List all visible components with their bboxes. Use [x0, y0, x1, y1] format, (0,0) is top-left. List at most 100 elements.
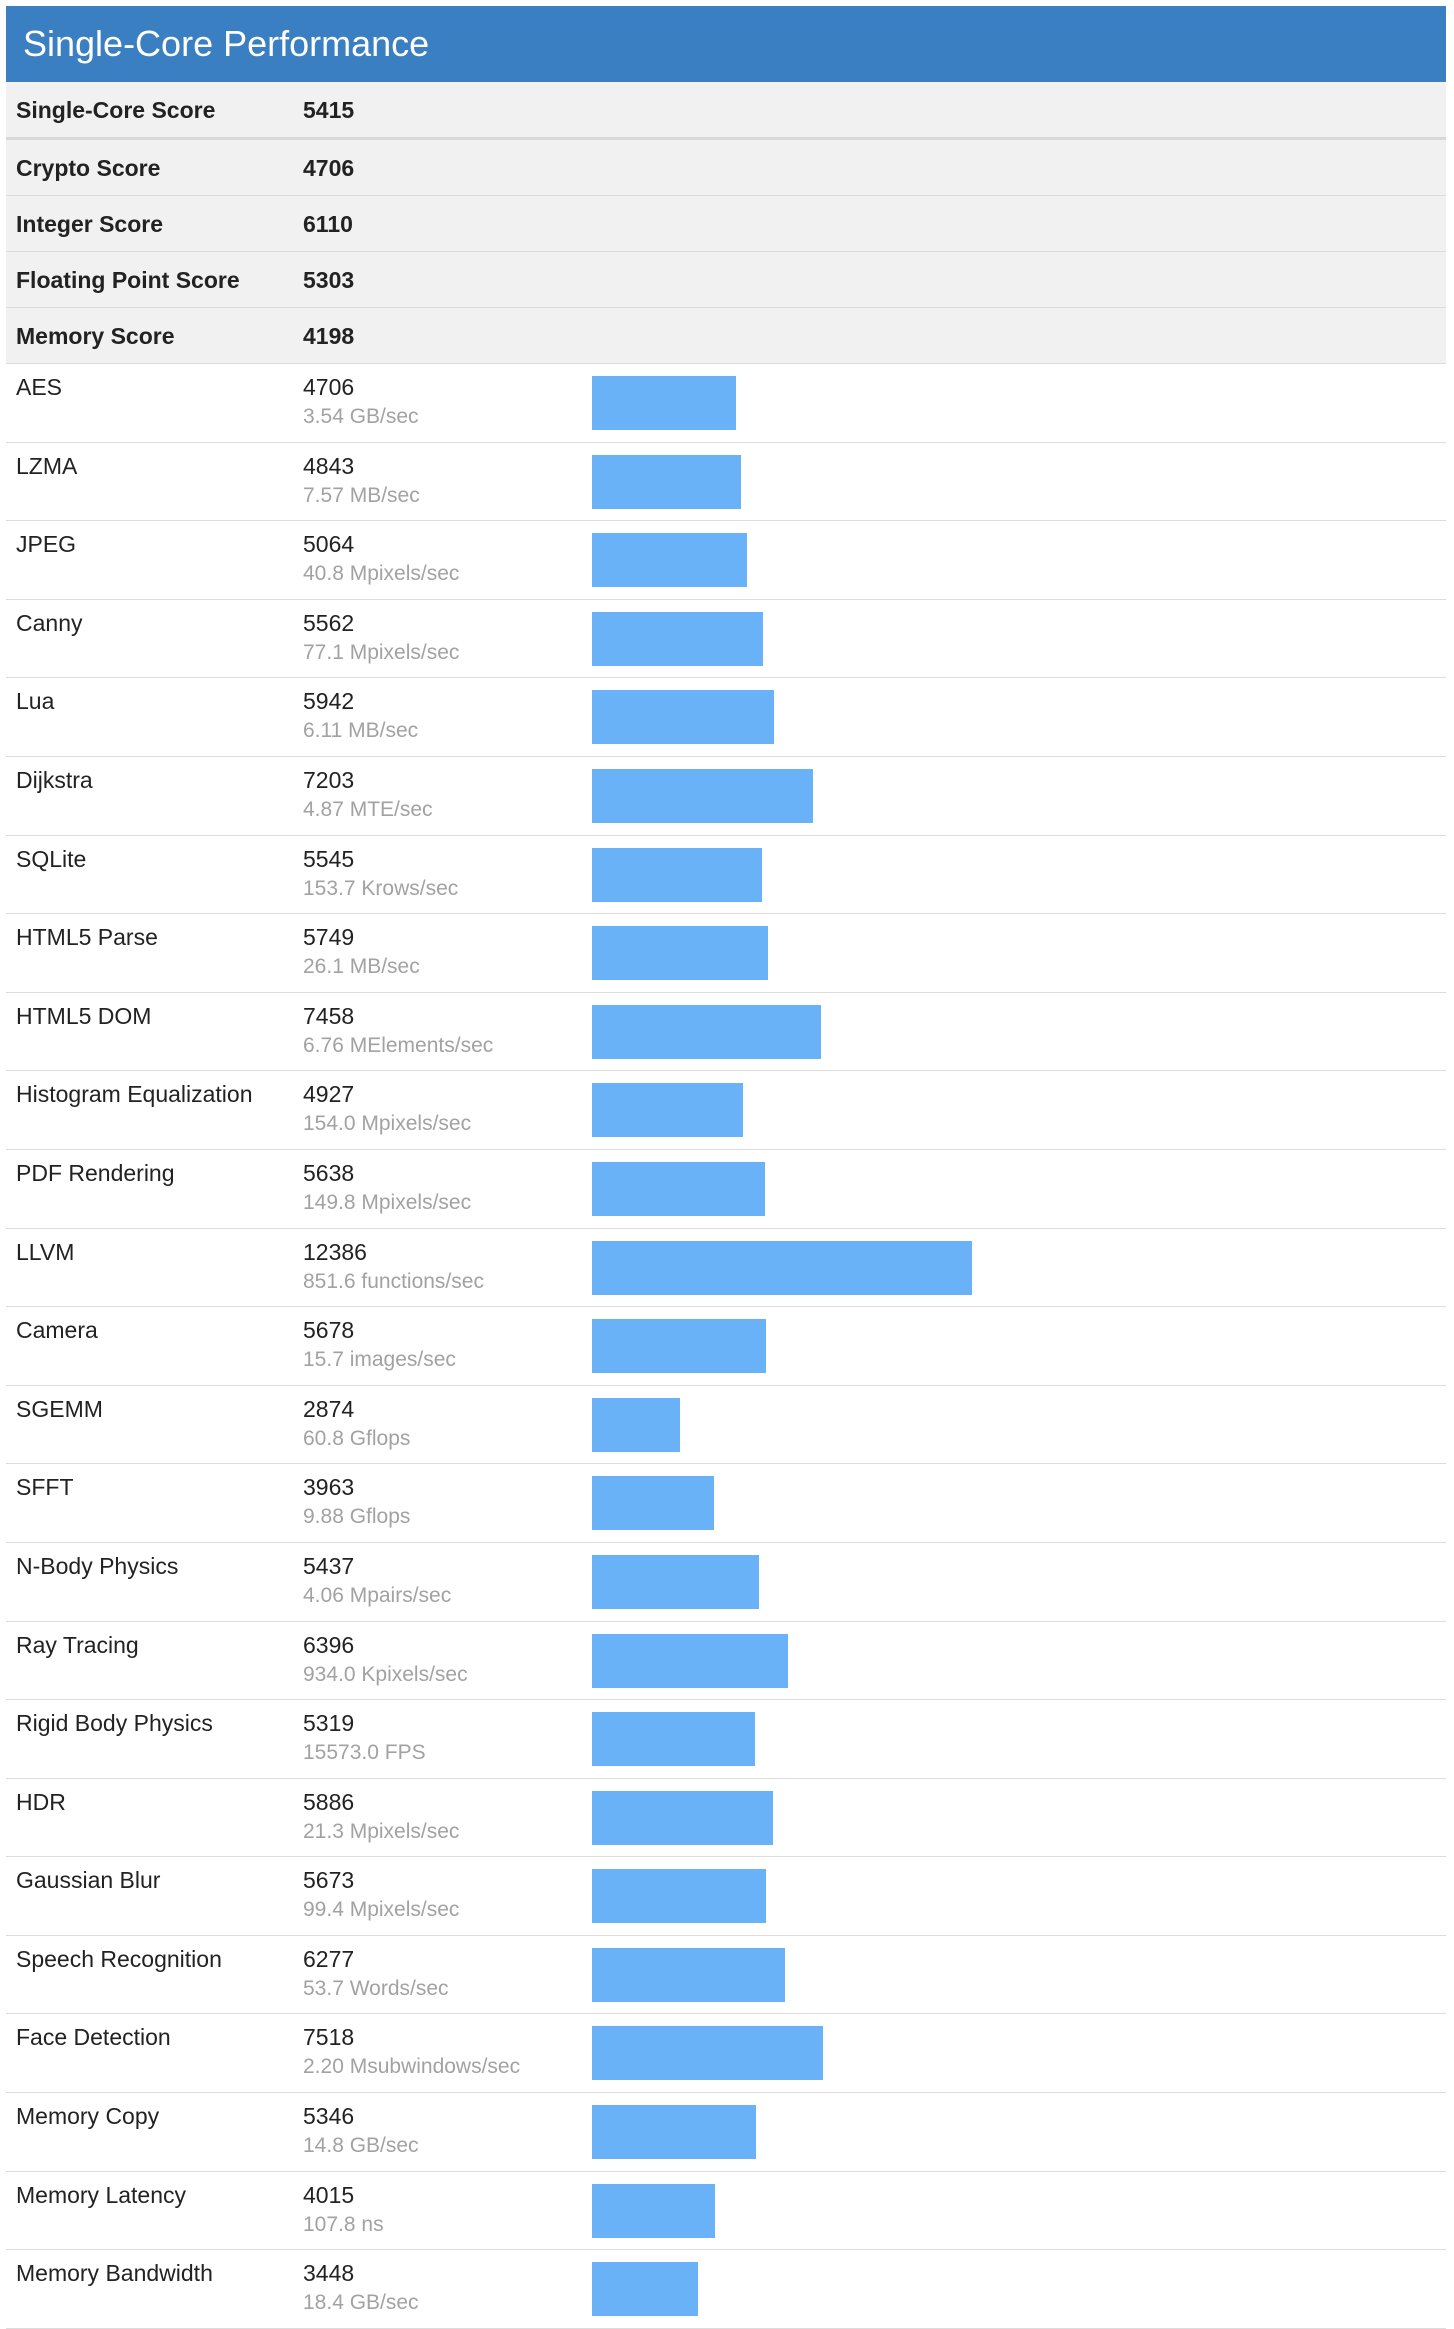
benchmark-throughput: 9.88 Gflops — [303, 1505, 411, 1529]
benchmark-score-bar — [592, 376, 736, 430]
benchmark-score: 3448 — [303, 2260, 355, 2287]
benchmark-score: 7203 — [303, 766, 355, 793]
benchmark-row: Ray Tracing 6396 934.0 Kpixels/sec — [6, 1621, 1446, 1701]
benchmark-name: Rigid Body Physics — [16, 1710, 213, 1737]
benchmark-score-bar — [592, 1083, 743, 1138]
benchmark-score-bar — [592, 2026, 823, 2081]
benchmark-throughput: 18.4 GB/sec — [303, 2291, 419, 2315]
benchmark-list: AES 4706 3.54 GB/sec LZMA 4843 7.57 MB/sec JPE… — [6, 364, 1446, 2329]
benchmark-score-bar — [592, 2262, 698, 2317]
benchmark-throughput: 149.8 Mpixels/sec — [303, 1190, 472, 1214]
benchmark-score-bar — [592, 2105, 756, 2160]
benchmark-score: 4706 — [303, 374, 355, 400]
score-row-memory: Memory Score 4198 — [6, 308, 1446, 364]
benchmark-throughput: 153.7 Krows/sec — [303, 876, 459, 900]
benchmark-score-bar — [592, 847, 762, 902]
benchmark-score-bar — [592, 2183, 715, 2238]
benchmark-row: Canny 5562 77.1 Mpixels/sec — [6, 599, 1446, 679]
score-value: 6110 — [303, 211, 353, 237]
benchmark-throughput: 99.4 Mpixels/sec — [303, 1898, 460, 1922]
benchmark-row: PDF Rendering 5638 149.8 Mpixels/sec — [6, 1149, 1446, 1229]
benchmark-name: Ray Tracing — [16, 1631, 139, 1658]
benchmark-score: 7518 — [303, 2024, 355, 2051]
benchmark-score-bar — [592, 454, 741, 509]
benchmark-name: Memory Latency — [16, 2181, 187, 2208]
benchmark-score: 6277 — [303, 1945, 355, 1972]
benchmark-throughput: 4.06 Mpairs/sec — [303, 1583, 452, 1607]
score-label: Integer Score — [16, 211, 163, 237]
benchmark-score-bar — [592, 926, 768, 981]
score-label: Crypto Score — [16, 155, 161, 181]
benchmark-score-bar — [592, 1240, 972, 1295]
benchmark-name: Canny — [16, 609, 83, 636]
benchmark-name: SGEMM — [16, 1395, 103, 1422]
benchmark-throughput: 851.6 functions/sec — [303, 1269, 484, 1293]
benchmark-name: Camera — [16, 1317, 98, 1344]
benchmark-score-bar — [592, 1869, 766, 1924]
benchmark-score: 5886 — [303, 1788, 355, 1815]
benchmark-score: 5638 — [303, 1159, 355, 1186]
benchmark-row: AES 4706 3.54 GB/sec — [6, 364, 1446, 443]
benchmark-score-bar — [592, 1554, 759, 1609]
benchmark-score: 4015 — [303, 2181, 355, 2208]
benchmark-row: Dijkstra 7203 4.87 MTE/sec — [6, 756, 1446, 836]
benchmark-row: SGEMM 2874 60.8 Gflops — [6, 1385, 1446, 1465]
benchmark-score: 5562 — [303, 609, 355, 636]
benchmark-score: 7458 — [303, 1002, 355, 1029]
benchmark-score-bar — [592, 1712, 755, 1767]
benchmark-name: HTML5 Parse — [16, 924, 158, 951]
benchmark-name: Histogram Equalization — [16, 1081, 253, 1108]
benchmark-name: PDF Rendering — [16, 1159, 175, 1186]
benchmark-row: Camera 5678 15.7 images/sec — [6, 1307, 1446, 1386]
benchmark-row: Speech Recognition 6277 53.7 Words/sec — [6, 1935, 1446, 2015]
benchmark-throughput: 107.8 ns — [303, 2212, 384, 2236]
benchmark-row: SFFT 3963 9.88 Gflops — [6, 1464, 1446, 1543]
benchmark-throughput: 7.57 MB/sec — [303, 483, 420, 507]
benchmark-row: JPEG 5064 40.8 Mpixels/sec — [6, 521, 1446, 600]
benchmark-throughput: 934.0 Kpixels/sec — [303, 1662, 468, 1686]
benchmark-row: Lua 5942 6.11 MB/sec — [6, 678, 1446, 757]
benchmark-score-bar — [592, 1161, 765, 1216]
benchmark-row: Gaussian Blur 5673 99.4 Mpixels/sec — [6, 1857, 1446, 1936]
benchmark-score: 5319 — [303, 1710, 355, 1737]
benchmark-name: Memory Copy — [16, 2103, 160, 2130]
benchmark-score-bar — [592, 533, 747, 588]
benchmark-name: SFFT — [16, 1474, 74, 1501]
benchmark-row: Memory Bandwidth 3448 18.4 GB/sec — [6, 2250, 1446, 2329]
benchmark-row: N-Body Physics 5437 4.06 Mpairs/sec — [6, 1542, 1446, 1622]
benchmark-name: SQLite — [16, 845, 87, 872]
benchmark-throughput: 60.8 Gflops — [303, 1426, 411, 1450]
score-value: 4706 — [303, 155, 355, 181]
benchmark-name: HTML5 DOM — [16, 1002, 152, 1029]
benchmark-name: HDR — [16, 1788, 66, 1815]
benchmark-name: Face Detection — [16, 2024, 171, 2051]
benchmark-name: Gaussian Blur — [16, 1867, 161, 1894]
benchmark-score-bar — [592, 1004, 821, 1059]
benchmark-row: HTML5 Parse 5749 26.1 MB/sec — [6, 914, 1446, 993]
benchmark-name: LZMA — [16, 452, 78, 479]
benchmark-throughput: 14.8 GB/sec — [303, 2134, 419, 2158]
benchmark-throughput: 15573.0 FPS — [303, 1741, 426, 1765]
benchmark-name: JPEG — [16, 531, 77, 558]
benchmark-score: 5942 — [303, 688, 355, 715]
benchmark-score-bar — [592, 1319, 766, 1374]
benchmark-score: 5064 — [303, 531, 355, 558]
score-value: 5303 — [303, 267, 355, 293]
benchmark-row: Rigid Body Physics 5319 15573.0 FPS — [6, 1700, 1446, 1779]
benchmark-row: LLVM 12386 851.6 functions/sec — [6, 1228, 1446, 1308]
benchmark-throughput: 77.1 Mpixels/sec — [303, 640, 460, 664]
benchmark-throughput: 4.87 MTE/sec — [303, 797, 433, 821]
benchmark-throughput: 6.76 MElements/sec — [303, 1033, 494, 1057]
benchmark-score: 3963 — [303, 1474, 355, 1501]
benchmark-name: Speech Recognition — [16, 1945, 222, 1972]
benchmark-throughput: 154.0 Mpixels/sec — [303, 1112, 472, 1136]
benchmark-row: Histogram Equalization 4927 154.0 Mpixels/… — [6, 1071, 1446, 1150]
benchmark-name: Dijkstra — [16, 766, 93, 793]
benchmark-score-bar — [592, 768, 813, 823]
benchmark-name: N-Body Physics — [16, 1552, 179, 1579]
benchmark-row: HTML5 DOM 7458 6.76 MElements/sec — [6, 992, 1446, 1072]
score-row-crypto: Crypto Score 4706 — [6, 140, 1446, 196]
section-header: Single-Core Performance — [6, 6, 1446, 82]
benchmark-score: 5673 — [303, 1867, 355, 1894]
benchmark-score: 5437 — [303, 1552, 355, 1579]
